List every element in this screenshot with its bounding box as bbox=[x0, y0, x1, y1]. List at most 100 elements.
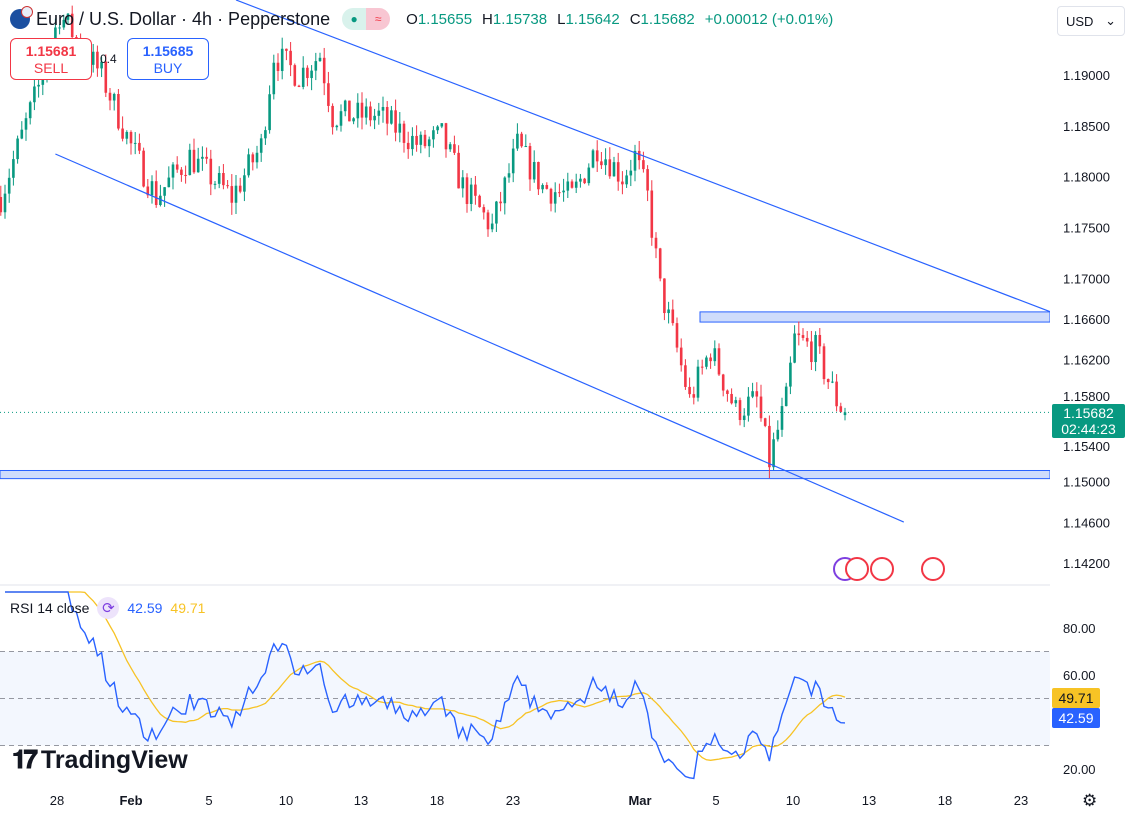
candle bbox=[734, 400, 738, 404]
candle bbox=[3, 193, 7, 213]
candle bbox=[201, 156, 204, 159]
ohlc-values: O1.15655 H1.15738 L1.15642 C1.15682 +0.0… bbox=[406, 10, 834, 28]
candle bbox=[402, 123, 406, 143]
candle bbox=[541, 185, 544, 190]
rsi-legend[interactable]: RSI 14 close ⟳ 42.59 49.71 bbox=[10, 597, 205, 619]
candle bbox=[566, 181, 570, 191]
candle bbox=[759, 396, 763, 419]
price-tick-label: 1.18000 bbox=[1063, 170, 1110, 185]
candle bbox=[457, 152, 460, 189]
candle bbox=[612, 162, 616, 177]
candle bbox=[381, 106, 385, 111]
candle bbox=[537, 162, 540, 190]
candle bbox=[482, 207, 486, 213]
candle bbox=[625, 175, 628, 185]
rsi-value: 42.59 bbox=[127, 600, 163, 616]
candle bbox=[247, 154, 250, 176]
time-tick-label: 13 bbox=[354, 793, 368, 808]
candle bbox=[285, 48, 288, 51]
candle bbox=[171, 164, 175, 178]
candle bbox=[772, 439, 775, 468]
candle bbox=[394, 110, 397, 133]
candle bbox=[58, 27, 61, 29]
tradingview-logo[interactable]: 𝟏𝟕 TradingView bbox=[12, 744, 188, 774]
candle bbox=[801, 335, 805, 338]
candle bbox=[839, 406, 843, 412]
spread: 0.4 bbox=[100, 52, 117, 66]
time-tick-label: Feb bbox=[119, 793, 142, 808]
candle bbox=[213, 183, 217, 185]
candle bbox=[545, 185, 549, 189]
sell-button[interactable]: 1.15681 SELL bbox=[10, 38, 92, 80]
candle bbox=[726, 390, 729, 394]
candle bbox=[335, 125, 339, 128]
candle bbox=[663, 278, 666, 314]
rsi-ma-line bbox=[5, 591, 846, 761]
candle bbox=[364, 106, 368, 118]
candle bbox=[70, 13, 74, 38]
candle bbox=[558, 192, 561, 194]
candle bbox=[33, 86, 36, 103]
candle bbox=[583, 178, 586, 184]
candle bbox=[751, 391, 754, 397]
candle bbox=[784, 386, 788, 407]
rsi-tick-label: 60.00 bbox=[1063, 668, 1096, 683]
candle bbox=[243, 175, 246, 192]
candle bbox=[742, 415, 746, 421]
candle bbox=[272, 62, 276, 95]
candle bbox=[331, 105, 334, 128]
time-tick-label: 23 bbox=[506, 793, 520, 808]
candle bbox=[465, 177, 469, 204]
rsi-label: RSI 14 close bbox=[10, 600, 90, 616]
candle bbox=[616, 162, 620, 182]
rsi-line bbox=[5, 591, 846, 780]
candle bbox=[831, 381, 834, 383]
symbol-title[interactable]: Euro / U.S. Dollar · 4h · Pepperstone bbox=[36, 8, 331, 29]
candle bbox=[633, 150, 637, 171]
candle bbox=[37, 84, 40, 87]
candle bbox=[112, 93, 116, 101]
candle bbox=[142, 150, 145, 187]
buy-button[interactable]: 1.15685 BUY bbox=[127, 38, 209, 80]
refresh-icon[interactable]: ⟳ bbox=[97, 597, 120, 619]
candle bbox=[91, 51, 95, 65]
candle bbox=[705, 357, 708, 367]
candle bbox=[587, 167, 591, 184]
candle bbox=[209, 158, 213, 185]
candle bbox=[486, 212, 490, 230]
candle bbox=[797, 333, 801, 336]
candle bbox=[440, 123, 444, 127]
candle bbox=[360, 102, 364, 118]
candle bbox=[306, 67, 309, 79]
last-price-label: 1.15682 02:44:23 bbox=[1052, 404, 1125, 438]
candle bbox=[385, 106, 389, 124]
candle bbox=[96, 51, 99, 69]
candle bbox=[768, 425, 771, 468]
time-tick-label: Mar bbox=[628, 793, 651, 808]
candle bbox=[574, 181, 578, 188]
candle bbox=[738, 400, 742, 421]
candle bbox=[818, 334, 822, 347]
candle bbox=[66, 13, 70, 20]
candle bbox=[608, 159, 612, 177]
currency-select[interactable]: USD ⌄ bbox=[1057, 6, 1125, 36]
candle bbox=[600, 161, 603, 166]
candle bbox=[709, 357, 712, 362]
candle bbox=[692, 394, 696, 398]
price-tick-label: 1.15800 bbox=[1063, 389, 1110, 404]
lower-channel-line bbox=[55, 153, 905, 523]
candle bbox=[175, 164, 179, 170]
rsi-ma-tag: 49.71 bbox=[1052, 688, 1100, 708]
rsi-tag: 42.59 bbox=[1052, 708, 1100, 728]
rsi-ma-value: 49.71 bbox=[170, 600, 206, 616]
candle bbox=[776, 429, 780, 440]
candle bbox=[54, 27, 57, 47]
candle bbox=[7, 177, 11, 194]
candle bbox=[646, 169, 649, 191]
settings-gear-icon[interactable]: ⚙ bbox=[1082, 791, 1098, 810]
candle bbox=[780, 406, 784, 430]
market-status[interactable]: ● ≈ bbox=[342, 8, 391, 30]
candle bbox=[217, 173, 221, 184]
candle bbox=[100, 61, 103, 69]
